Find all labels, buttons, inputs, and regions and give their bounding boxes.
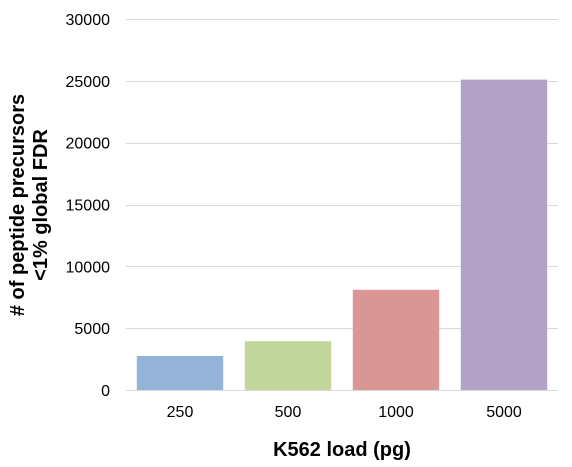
bar-500 — [244, 341, 332, 390]
gridlines — [126, 19, 558, 391]
bar-250 — [136, 355, 224, 390]
bar-1000 — [352, 289, 440, 390]
y-axis-title-line-1: # of peptide precursors — [7, 94, 29, 316]
x-tick-label: 5000 — [486, 404, 522, 421]
y-axis-title-group: # of peptide precursors <1% global FDR — [7, 94, 52, 316]
y-tick-label: 10000 — [66, 259, 111, 276]
x-tick-label: 250 — [167, 404, 194, 421]
y-tick-label: 5000 — [74, 321, 110, 338]
y-tick-label: 30000 — [66, 12, 111, 29]
y-tick-label: 20000 — [66, 136, 111, 153]
x-axis-title: K562 load (pg) — [273, 439, 411, 461]
bar-5000 — [460, 79, 548, 390]
x-tick-label: 500 — [275, 404, 302, 421]
y-axis-ticks: 0 5000 10000 15000 20000 25000 30000 — [66, 12, 111, 400]
y-axis-title-line-2: <1% global FDR — [30, 129, 52, 281]
bars — [136, 79, 548, 390]
x-axis-ticks: 250 500 1000 5000 — [167, 404, 522, 421]
y-tick-label: 0 — [101, 383, 110, 400]
x-tick-label: 1000 — [378, 404, 414, 421]
y-tick-label: 15000 — [66, 198, 111, 215]
y-tick-label: 25000 — [66, 74, 111, 91]
